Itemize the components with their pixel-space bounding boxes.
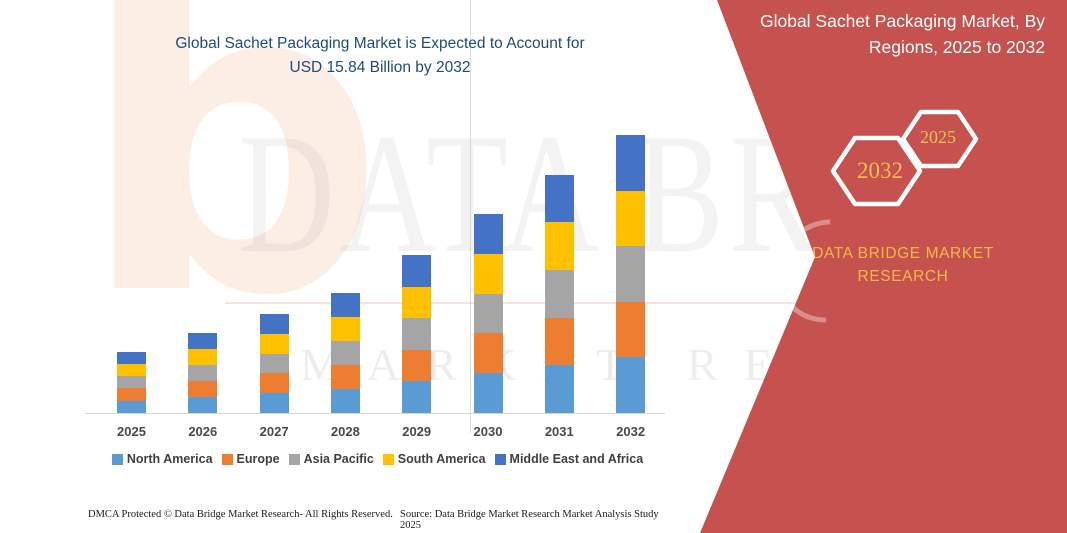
footer-dmca-text: DMCA Protected © Data Bridge Market Rese… — [88, 509, 393, 520]
bar-segment-asia-pacific — [259, 353, 289, 374]
bar-segment-south-america — [473, 253, 503, 294]
bar-segment-north-america — [473, 373, 503, 413]
panel-brand-text: DATA BRIDGE MARKET RESEARCH — [760, 242, 1046, 288]
bar-segment-asia-pacific — [330, 341, 360, 365]
panel-brand-line1: DATA BRIDGE MARKET — [812, 245, 994, 262]
x-axis-label-2027: 2027 — [259, 424, 289, 439]
x-axis-label-2031: 2031 — [544, 424, 574, 439]
bar-segment-europe — [117, 388, 146, 401]
bar-segment-north-america — [188, 397, 218, 413]
bar-segment-middle-east-and-africa — [402, 255, 432, 287]
panel-title-line1: Global Sachet Packaging Market, By — [759, 11, 1045, 31]
bar-segment-middle-east-and-africa — [188, 333, 218, 349]
legend-item-asia-pacific: Asia Pacific — [288, 452, 374, 466]
bar-segment-europe — [330, 365, 360, 389]
bar-segment-north-america — [616, 357, 646, 413]
stacked-bar-2031 — [544, 174, 574, 413]
bar-segment-middle-east-and-africa — [616, 135, 646, 191]
legend-swatch-icon — [111, 453, 123, 465]
bar-segment-asia-pacific — [544, 269, 574, 318]
bar-segment-middle-east-and-africa — [544, 174, 574, 223]
legend-item-europe: Europe — [221, 452, 280, 466]
bar-segment-europe — [402, 349, 432, 382]
side-panel: Global Sachet Packaging Market, By Regio… — [700, 0, 1067, 533]
bar-segment-asia-pacific — [402, 318, 432, 350]
legend-swatch-icon — [288, 453, 300, 465]
bar-segment-middle-east-and-africa — [259, 314, 289, 334]
bar-segment-south-america — [117, 363, 146, 377]
legend-label: Middle East and Africa — [509, 452, 644, 466]
stacked-bar-plot-area — [85, 100, 670, 414]
hexagon-2025-label: 2025 — [920, 127, 956, 147]
x-axis-line — [85, 413, 665, 414]
legend-swatch-icon — [221, 453, 233, 465]
legend-label: Europe — [236, 452, 280, 466]
bar-segment-south-america — [544, 222, 574, 270]
panel-title-line2: Regions, 2025 to 2032 — [868, 37, 1045, 57]
chart-legend: North America Europe Asia Pacific South Ame… — [80, 452, 675, 466]
chart-title-line2: USD 15.84 Billion by 2032 — [289, 59, 471, 76]
bar-segment-north-america — [117, 400, 146, 413]
panel-brand-line2: RESEARCH — [857, 268, 949, 285]
x-axis-label-2030: 2030 — [473, 424, 503, 439]
bar-segment-south-america — [616, 190, 646, 247]
stacked-bar-2028 — [330, 293, 360, 413]
hexagon-2025-icon — [900, 109, 979, 169]
stacked-bar-2032 — [616, 135, 646, 413]
bar-segment-south-america — [330, 317, 360, 341]
footer-source-text: Source: Data Bridge Market Research Mark… — [400, 509, 659, 531]
bar-segment-middle-east-and-africa — [330, 293, 360, 317]
bar-segment-asia-pacific — [188, 365, 218, 381]
legend-swatch-icon — [382, 453, 394, 465]
hexagon-badges — [830, 109, 979, 207]
bar-segment-north-america — [402, 381, 432, 413]
bar-segment-asia-pacific — [616, 246, 646, 302]
bar-segment-europe — [616, 301, 646, 358]
x-axis-label-2032: 2032 — [616, 424, 646, 439]
legend-label: Asia Pacific — [303, 452, 374, 466]
x-axis-labels: 2025 2026 2027 2028 2029 2030 2031 2032 — [85, 424, 670, 442]
legend-label: North America — [126, 452, 213, 466]
legend-item-north-america: North America — [111, 452, 213, 466]
bar-segment-north-america — [259, 393, 289, 413]
bar-segment-south-america — [402, 286, 432, 319]
bar-segment-europe — [544, 317, 574, 366]
bar-segment-europe — [473, 333, 503, 374]
bar-segment-europe — [259, 373, 289, 394]
x-axis-label-2028: 2028 — [330, 424, 360, 439]
stacked-bar-2029 — [402, 255, 432, 413]
bar-segment-north-america — [544, 365, 574, 413]
stacked-bar-2026 — [188, 333, 218, 413]
bar-segment-middle-east-and-africa — [117, 351, 146, 364]
bar-segment-south-america — [259, 333, 289, 354]
chart-title: Global Sachet Packaging Market is Expect… — [80, 32, 680, 80]
bar-segment-asia-pacific — [473, 293, 503, 334]
bar-segment-europe — [188, 381, 218, 397]
footer: DMCA Protected © Data Bridge Market Rese… — [85, 505, 680, 533]
legend-label: South America — [397, 452, 486, 466]
chart-title-line1: Global Sachet Packaging Market is Expect… — [175, 35, 585, 52]
hexagon-2032-icon — [830, 135, 923, 207]
bar-segment-south-america — [188, 349, 218, 365]
stacked-bar-2025 — [117, 351, 146, 413]
bar-segment-north-america — [330, 389, 360, 413]
stacked-bar-2030 — [473, 214, 503, 413]
legend-swatch-icon — [494, 453, 506, 465]
bar-segment-asia-pacific — [117, 376, 146, 389]
x-axis-label-2026: 2026 — [188, 424, 218, 439]
bar-segment-middle-east-and-africa — [473, 214, 503, 254]
x-axis-label-2029: 2029 — [402, 424, 432, 439]
stacked-bar-2027 — [259, 314, 289, 413]
x-axis-label-2025: 2025 — [117, 424, 146, 439]
legend-item-middle-east-and-africa: Middle East and Africa — [494, 452, 644, 466]
legend-item-south-america: South America — [382, 452, 486, 466]
hexagon-2032-label: 2032 — [857, 158, 903, 183]
panel-title: Global Sachet Packaging Market, By Regio… — [725, 8, 1045, 60]
